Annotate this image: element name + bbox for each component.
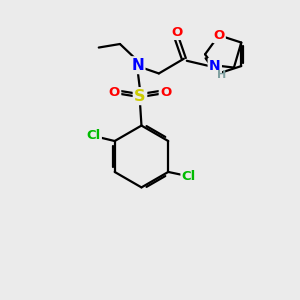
Text: O: O	[171, 26, 182, 39]
Text: N: N	[131, 58, 144, 73]
Text: Cl: Cl	[86, 129, 100, 142]
Text: O: O	[213, 29, 224, 42]
Text: O: O	[109, 86, 120, 99]
Text: N: N	[209, 59, 220, 73]
Text: Cl: Cl	[182, 170, 196, 183]
Text: O: O	[160, 86, 171, 99]
Text: S: S	[134, 88, 146, 104]
Text: H: H	[217, 70, 226, 80]
